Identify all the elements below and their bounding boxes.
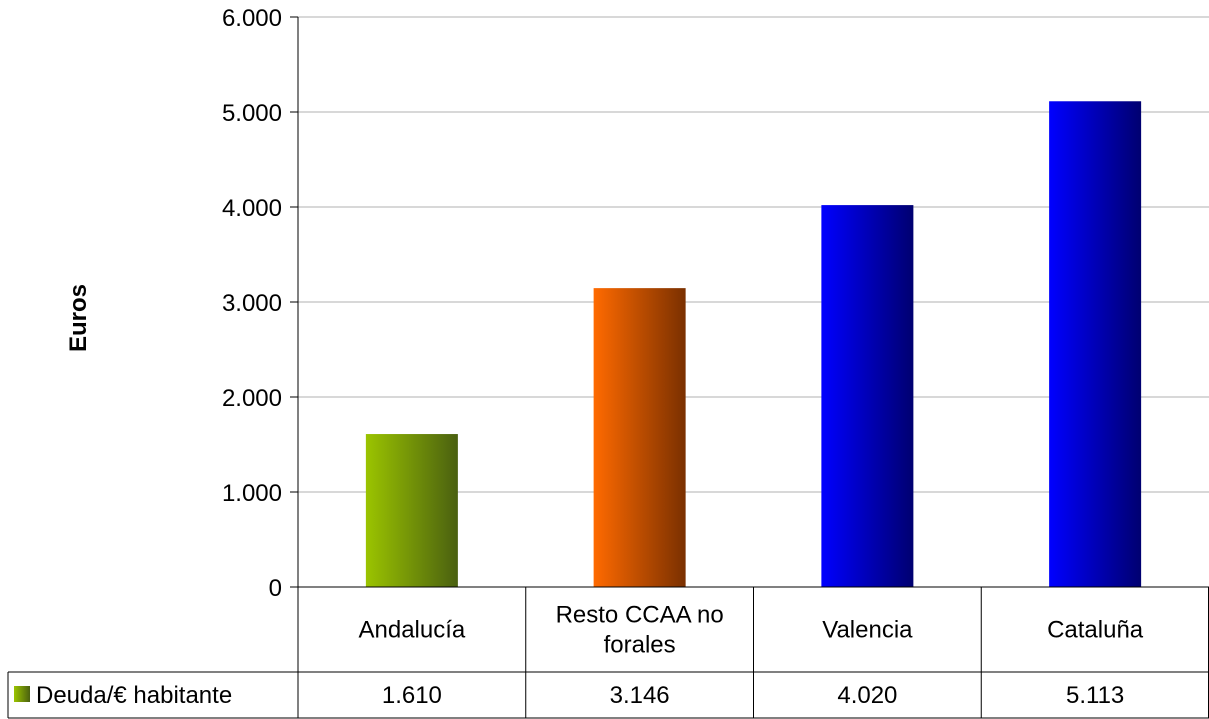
y-tick-label: 0 (269, 575, 282, 602)
data-label: 1.610 (382, 682, 442, 709)
category-label: Andalucía (359, 617, 466, 644)
data-table: Andalucía Resto CCAA no forales Valencia Cat… (7, 586, 1209, 719)
y-tick-label: 6.000 (222, 5, 282, 32)
y-axis-label: Euros (65, 284, 92, 352)
bar (593, 288, 686, 587)
axes (290, 16, 299, 588)
data-label: 4.020 (837, 682, 897, 709)
bar (365, 434, 458, 587)
category-label: Cataluña (1047, 617, 1144, 644)
bar (1049, 101, 1142, 587)
data-label: 3.146 (610, 682, 670, 709)
category-label: Valencia (822, 617, 913, 644)
y-tick-label: 5.000 (222, 100, 282, 127)
data-label: 5.113 (1066, 682, 1124, 709)
y-tick-labels: 0 1.000 2.000 3.000 4.000 5.000 6.000 (222, 5, 282, 602)
y-tick-label: 3.000 (222, 290, 282, 317)
y-tick-label: 1.000 (222, 480, 282, 507)
legend-key (14, 686, 30, 702)
category-label: forales (604, 632, 676, 659)
category-label: Resto CCAA no (556, 602, 724, 629)
y-tick-label: 4.000 (222, 195, 282, 222)
y-tick-label: 2.000 (222, 385, 282, 412)
bar (821, 205, 914, 587)
legend-label: Deuda/€ habitante (36, 682, 232, 709)
bars (365, 101, 1142, 587)
